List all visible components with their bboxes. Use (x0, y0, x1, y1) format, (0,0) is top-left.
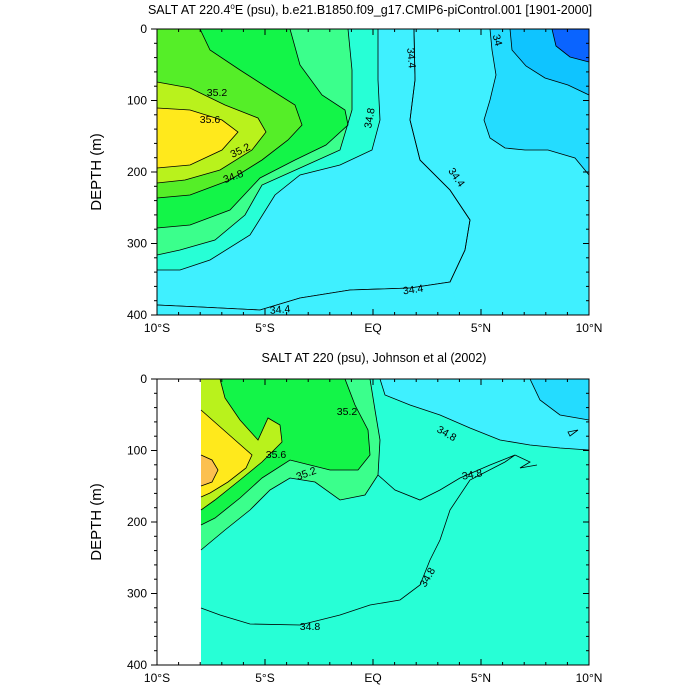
y-tick-label: 200 (127, 515, 147, 529)
region-lowest (552, 29, 589, 62)
contour-lines (200, 379, 589, 626)
x-tick-label: 5°N (471, 671, 491, 685)
contour-labels: 35.2 35.6 35.2 34.8 34.8 34.8 34.8 (266, 406, 484, 633)
x-tick-label: 10°S (144, 671, 170, 685)
y-axis-label: DEPTH (m) (88, 133, 105, 211)
y-tick-label: 300 (127, 237, 147, 251)
region-35-6 (157, 108, 238, 168)
contour-label: 35.6 (266, 449, 287, 461)
y-tick-label: 100 (127, 444, 147, 458)
y-tick-label: 400 (127, 658, 147, 672)
y-tick-label: 200 (127, 165, 147, 179)
contour-label: 35.2 (207, 87, 228, 99)
axes: 10°S 5°S EQ 5°N 10°N 0 100 200 300 400 (127, 372, 602, 685)
contour-label: 34.4 (402, 283, 424, 298)
x-tick-label: 5°N (471, 321, 491, 335)
x-tick-label: EQ (364, 321, 381, 335)
x-tick-label: 10°N (576, 671, 603, 685)
contour-label: 34.8 (300, 621, 321, 633)
x-tick-label: EQ (364, 671, 381, 685)
panel-model: SALT AT 220.4oE (psu), b.e21.B1850.f09_g… (88, 2, 602, 335)
region-34-4 (530, 379, 589, 420)
contour-field (200, 379, 589, 665)
y-tick-label: 300 (127, 587, 147, 601)
y-tick-label: 0 (140, 372, 147, 386)
contour-label: 35.6 (200, 114, 221, 126)
y-tick-label: 0 (140, 22, 147, 36)
contour-label: 34.4 (404, 47, 418, 69)
contour-label: 35.2 (337, 406, 358, 418)
region-35-2 (201, 379, 370, 525)
contour-labels: 35.2 35.6 35.2 34.8 34.8 34.4 34 34.4 34… (200, 33, 505, 317)
chart-title: SALT AT 220 (psu), Johnson et al (2002) (262, 351, 487, 365)
region-34-6 (380, 379, 589, 450)
y-axis-label: DEPTH (m) (88, 483, 105, 561)
contour-field (157, 29, 589, 315)
panel-observations: SALT AT 220 (psu), Johnson et al (2002) (88, 351, 602, 685)
y-tick-label: 400 (127, 308, 147, 322)
x-tick-label: 5°S (255, 671, 274, 685)
x-tick-label: 10°S (144, 321, 170, 335)
contour-label: 34.8 (362, 107, 377, 129)
y-tick-label: 100 (127, 94, 147, 108)
x-tick-label: 10°N (576, 321, 603, 335)
chart-title: SALT AT 220.4oE (psu), b.e21.B1850.f09_g… (148, 2, 592, 17)
contour-lines (157, 29, 589, 311)
deep-region (157, 282, 460, 315)
axes: 10°S 5°S EQ 5°N 10°N 0 100 200 300 400 (127, 22, 602, 335)
x-tick-label: 5°S (255, 321, 274, 335)
contour-label: 34.4 (269, 303, 291, 317)
contour-label: 34 (490, 33, 505, 48)
contour-label: 34.8 (461, 467, 483, 482)
